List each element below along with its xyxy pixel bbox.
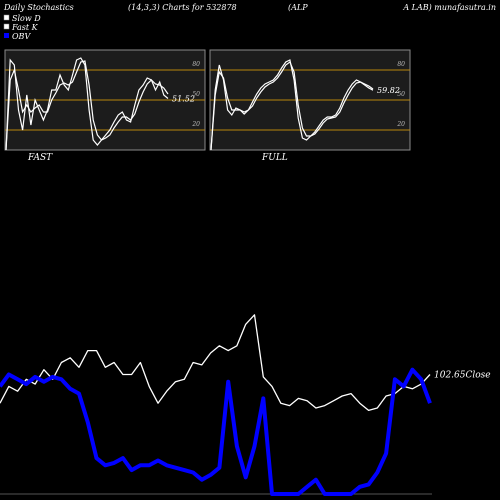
- title-right: A LAB) munafasutra.in: [402, 3, 496, 12]
- full-last-value-label: 59.82: [377, 86, 400, 95]
- fast-series-line-1: [5, 60, 169, 151]
- legend: Slow D Fast K OBV: [3, 14, 41, 41]
- fast-ytick-label: 20: [191, 121, 200, 128]
- fast-last-value-label: 51.52: [172, 94, 195, 103]
- close-price-line: [0, 314, 431, 412]
- fast-panel-title: FAST: [27, 153, 53, 163]
- obv-line: [0, 367, 432, 496]
- full-stochastic-panel: 80 50 20 59.82 FULL: [209, 49, 411, 163]
- close-last-value-label: 102.65Close: [434, 371, 491, 381]
- price-obv-panel: 102.65Close: [0, 314, 491, 496]
- title-params: (14,3,3) Charts for 532878: [128, 3, 237, 12]
- legend-swatch-slow-d: [3, 14, 10, 21]
- legend-label-slow-d: Slow D: [12, 14, 41, 23]
- legend-label-obv: OBV: [12, 32, 31, 41]
- full-series-line-0: [210, 59, 374, 151]
- fast-stochastic-panel: 80 50 20 51.52 FAST: [4, 49, 206, 163]
- full-series-line-1: [210, 61, 374, 151]
- full-ytick-label: 50: [397, 91, 405, 98]
- close-suffix: Close: [466, 371, 491, 381]
- fast-ytick-label: 80: [192, 61, 200, 68]
- legend-label-fast-k: Fast K: [11, 23, 39, 32]
- full-ytick-label: 20: [396, 121, 405, 128]
- full-ytick-label: 80: [397, 61, 405, 68]
- legend-swatch-fast-k: [3, 23, 10, 30]
- title-left: Daily Stochastics: [3, 3, 74, 12]
- title-company: (ALP: [288, 3, 308, 12]
- fast-series-line-0: [5, 57, 169, 151]
- full-panel-title: FULL: [261, 153, 288, 163]
- legend-swatch-obv: [4, 33, 9, 38]
- fast-ytick-label: 50: [192, 91, 200, 98]
- close-last-value: 102.65: [434, 371, 466, 381]
